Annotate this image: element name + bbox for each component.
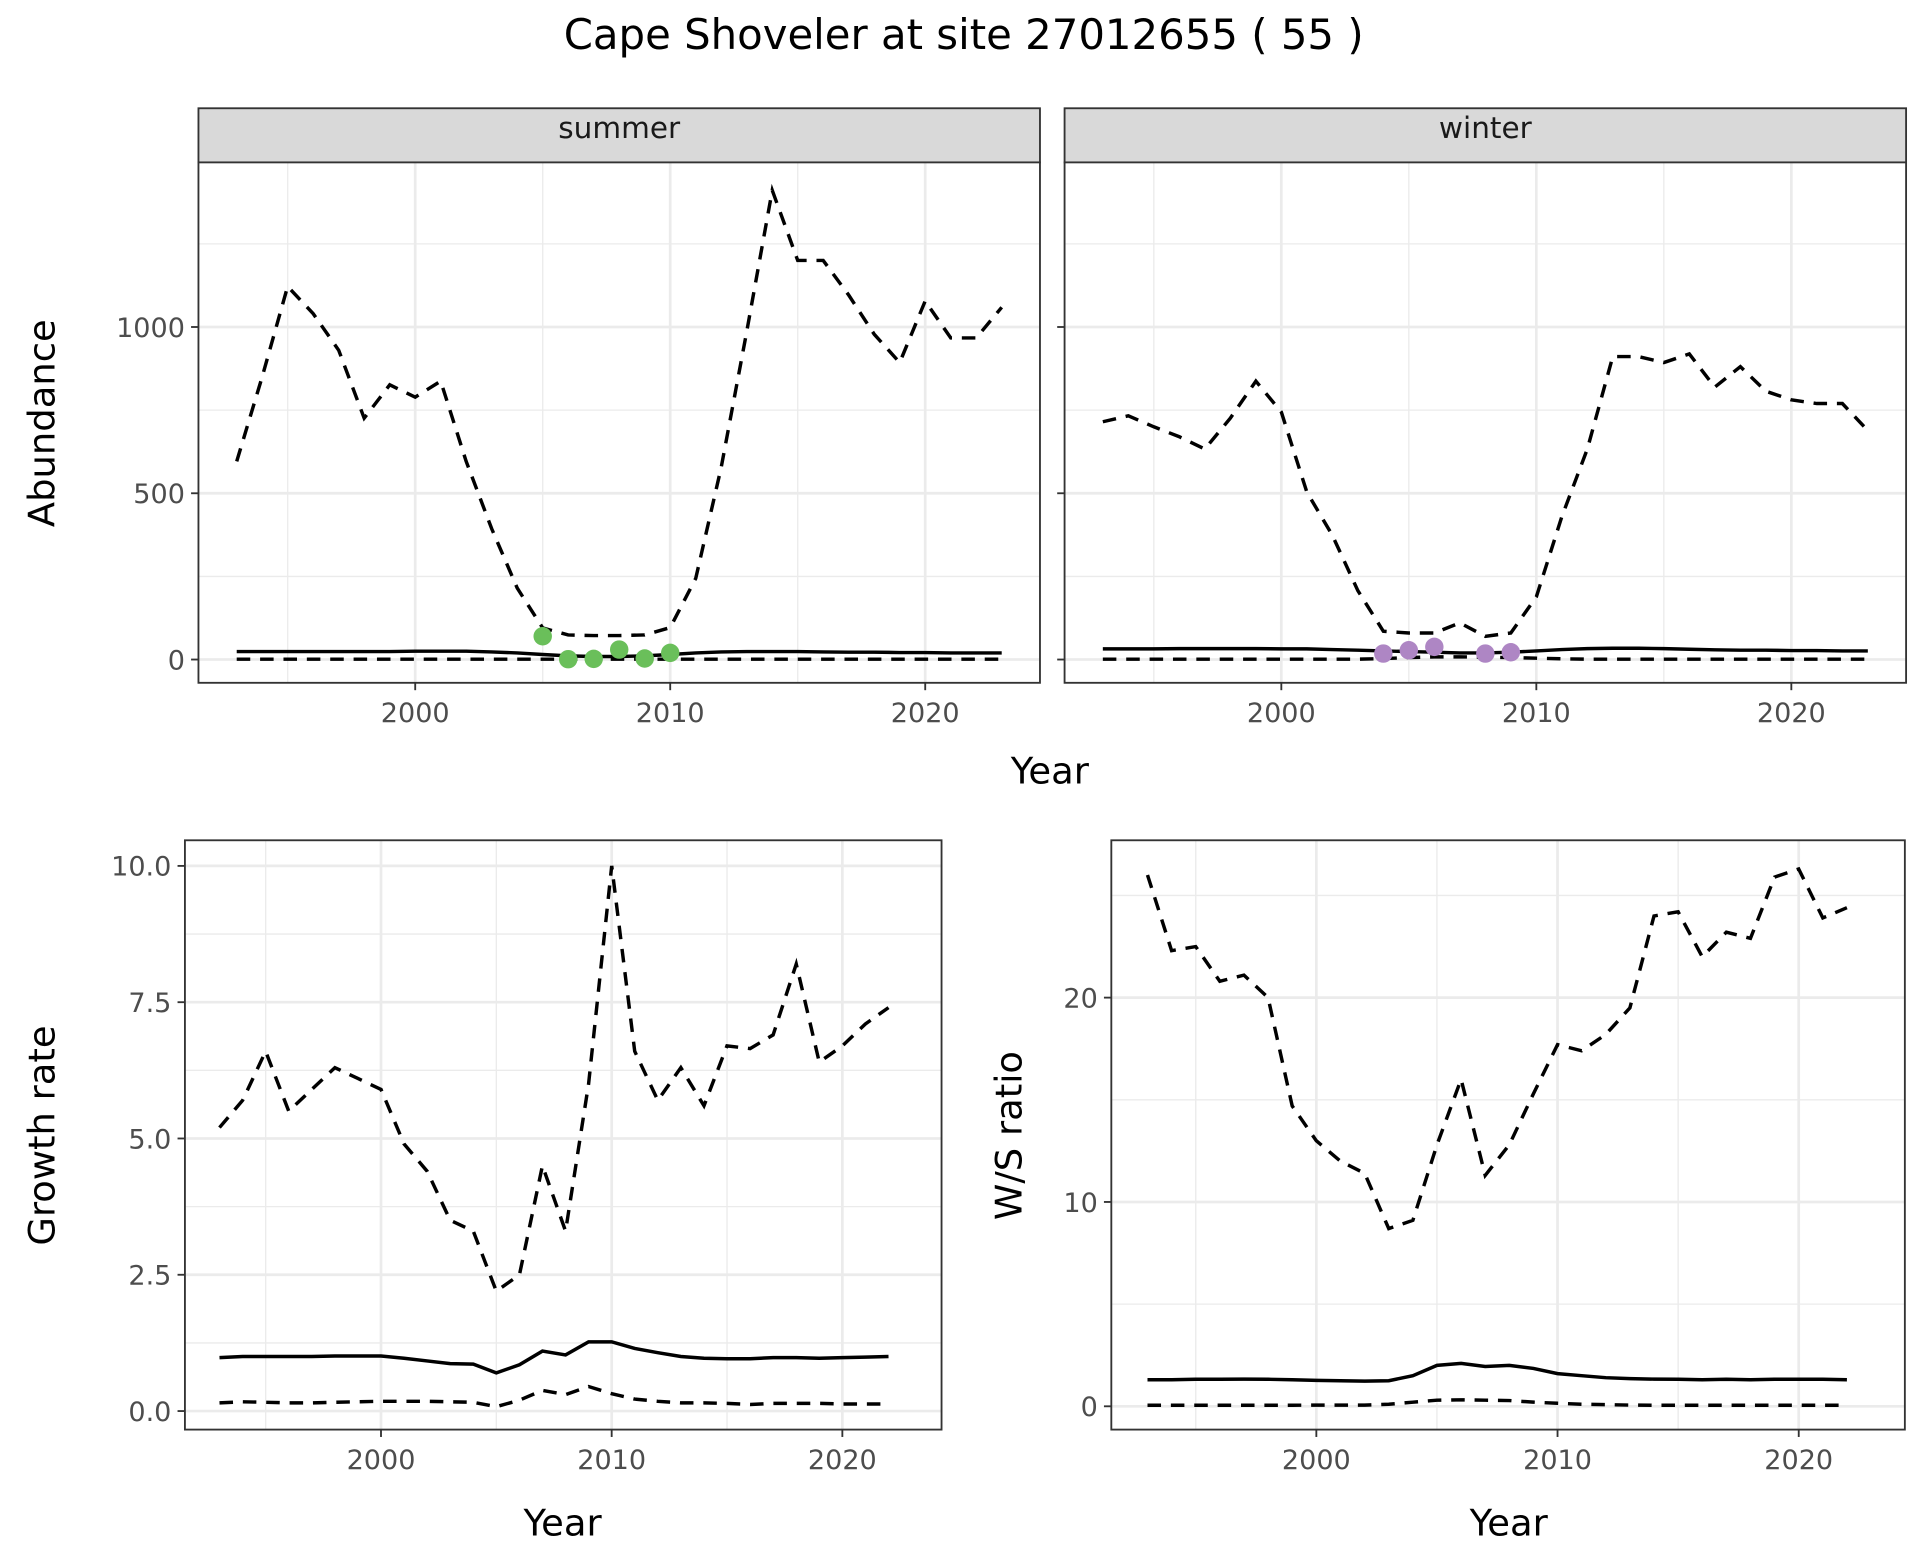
x-tick-label: 2000 xyxy=(381,698,450,729)
series-line-0-dashed xyxy=(1145,866,1848,1231)
x-axis-label-top: Year xyxy=(1010,750,1090,793)
data-point xyxy=(609,640,629,659)
series-line-0-dashed xyxy=(218,865,890,1294)
panel-w-s-ratio: 2000 2010 2020 0 10 20 xyxy=(1063,839,1906,1476)
series-line-2-dashed xyxy=(219,1384,889,1409)
x-tick-label: 2020 xyxy=(1764,1445,1833,1476)
panel-border xyxy=(183,839,943,1431)
data-point xyxy=(1501,642,1521,662)
y-tick-label: 0 xyxy=(168,645,185,676)
plot-background xyxy=(198,162,1040,683)
series-line-1-solid xyxy=(1147,1361,1847,1383)
y-tick-label: 1000 xyxy=(116,313,185,344)
panel-border xyxy=(197,161,1041,684)
data-point xyxy=(1425,637,1444,657)
x-tick-label: 2000 xyxy=(347,1445,416,1476)
data-point xyxy=(635,649,654,668)
panel-border xyxy=(1063,161,1908,684)
y-axis-label-growth: Growth rate xyxy=(21,1025,64,1245)
y-tick-label: 500 xyxy=(133,479,185,510)
series-line-1-solid xyxy=(219,1340,889,1375)
series-line-0-dashed xyxy=(1102,351,1870,639)
facet-strip xyxy=(1063,107,1908,164)
data-point xyxy=(660,643,680,663)
x-tick-label: 2020 xyxy=(1757,698,1826,729)
y-tick-label: 5.0 xyxy=(128,1124,171,1155)
plot-background xyxy=(184,840,942,1430)
panel-growth-rate: 2000 2010 2020 0.0 2.5 5.0 7.5 10.0 xyxy=(111,839,943,1476)
data-point xyxy=(1374,644,1393,663)
data-point xyxy=(1399,640,1419,660)
x-tick-label: 2010 xyxy=(1523,1445,1592,1476)
x-tick-label: 2000 xyxy=(1247,698,1316,729)
y-tick-label: 2.5 xyxy=(128,1261,171,1292)
x-tick-label: 2020 xyxy=(891,698,960,729)
facet-label-summer: summer xyxy=(558,111,681,145)
x-tick-label: 2010 xyxy=(1502,698,1571,729)
panel-winter: 2000 2010 2020 xyxy=(1057,107,1908,729)
data-point xyxy=(533,627,552,646)
x-tick-label: 2020 xyxy=(808,1445,877,1476)
panel-summer: 2000 2010 2020 0 500 1000 xyxy=(116,107,1041,729)
x-axis-label-growth: Year xyxy=(523,1501,603,1544)
plot-background xyxy=(1064,162,1907,683)
y-axis-label-abundance: Abundance xyxy=(21,319,64,527)
x-tick-label: 2010 xyxy=(636,698,705,729)
series-line-0-dashed xyxy=(235,183,1004,638)
y-tick-label: 20 xyxy=(1063,983,1097,1014)
plot-background xyxy=(1111,840,1905,1430)
y-axis-label-ratio: W/S ratio xyxy=(988,1051,1031,1220)
x-tick-label: 2010 xyxy=(577,1445,646,1476)
y-tick-label: 7.5 xyxy=(128,988,171,1019)
data-point xyxy=(558,649,578,669)
data-point xyxy=(584,649,603,669)
data-point xyxy=(1476,644,1495,663)
x-tick-label: 2000 xyxy=(1282,1445,1351,1476)
y-tick-label: 10 xyxy=(1063,1188,1097,1219)
y-tick-label: 10.0 xyxy=(111,852,171,883)
panel-border xyxy=(1110,839,1906,1431)
facet-label-winter: winter xyxy=(1439,111,1533,145)
facet-strip xyxy=(197,107,1041,164)
chart-title: Cape Shoveler at site 27012655 ( 55 ) xyxy=(564,10,1364,59)
x-axis-label-ratio: Year xyxy=(1469,1501,1549,1544)
y-tick-label: 0 xyxy=(1081,1392,1098,1423)
y-tick-label: 0.0 xyxy=(128,1397,171,1428)
